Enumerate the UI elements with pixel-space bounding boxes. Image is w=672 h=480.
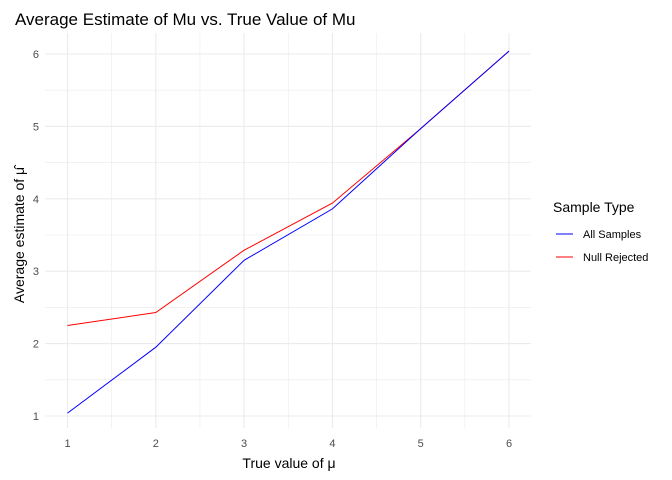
x-axis-title: True value of μ [242, 455, 335, 471]
x-tick-label: 6 [506, 438, 512, 450]
legend-entries: All Samples Null Rejected [556, 229, 648, 264]
legend-title: Sample Type [553, 199, 635, 215]
x-axis-tick-labels: 1 2 3 4 5 6 [64, 438, 512, 450]
y-axis-tick-labels: 1 2 3 4 5 6 [33, 49, 39, 423]
legend-label-all-samples: All Samples [583, 229, 642, 241]
y-axis-title-text: Average estimate of [11, 179, 27, 303]
x-axis-title-symbol: μ [328, 455, 336, 471]
x-tick-label: 5 [418, 438, 424, 450]
x-tick-label: 4 [329, 438, 335, 450]
y-tick-label: 1 [33, 411, 39, 423]
y-axis-title-symbol: μ̂ [11, 164, 27, 175]
minor-gridlines [45, 33, 531, 428]
legend-label-null-rejected: Null Rejected [583, 252, 648, 264]
legend: Sample Type All Samples Null Rejected [553, 199, 648, 264]
series-lines [67, 50, 510, 414]
x-tick-label: 2 [153, 438, 159, 450]
major-gridlines [45, 33, 531, 428]
y-tick-label: 5 [33, 121, 39, 133]
series-line-all-samples [67, 50, 510, 414]
x-axis-title-text: True value of [242, 455, 323, 471]
y-tick-label: 4 [33, 194, 39, 206]
y-tick-label: 3 [33, 266, 39, 278]
chart-title: Average Estimate of Mu vs. True Value of… [15, 10, 355, 29]
x-tick-label: 1 [64, 438, 70, 450]
y-tick-label: 6 [33, 49, 39, 61]
y-tick-label: 2 [33, 339, 39, 351]
x-tick-label: 3 [241, 438, 247, 450]
y-axis-title: Average estimate of μ̂ [11, 164, 27, 303]
